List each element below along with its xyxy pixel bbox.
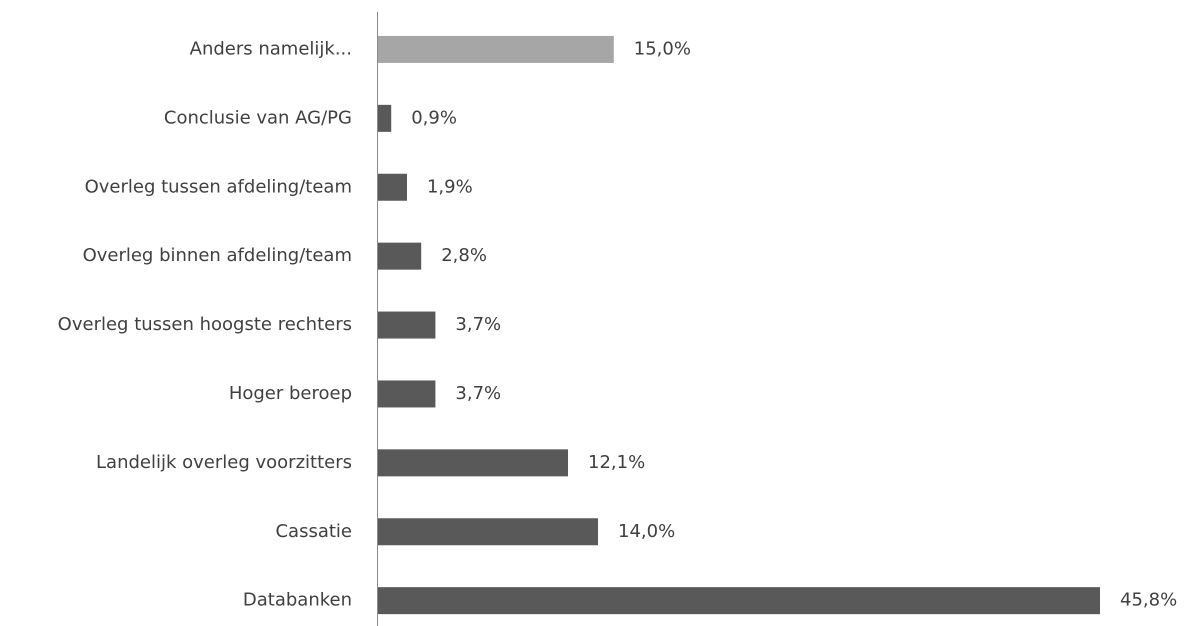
category-label: Cassatie (275, 521, 352, 542)
bar (378, 449, 569, 477)
value-label: 15,0% (634, 38, 691, 59)
bar (378, 587, 1100, 615)
category-label: Hoger beroep (229, 383, 352, 404)
bar (378, 518, 599, 546)
value-label: 12,1% (588, 452, 645, 473)
category-label: Overleg tussen afdeling/team (85, 176, 352, 197)
value-label: 3,7% (455, 314, 501, 335)
bar (378, 242, 422, 270)
bar (378, 173, 407, 201)
bar (378, 380, 436, 408)
value-label: 45,8% (1120, 590, 1177, 611)
bar (378, 311, 436, 339)
category-label: Overleg tussen hoogste rechters (58, 314, 352, 335)
bar (378, 104, 392, 132)
category-label: Landelijk overleg voorzitters (96, 452, 352, 473)
category-label: Databanken (243, 590, 352, 611)
category-label: Overleg binnen afdeling/team (83, 245, 352, 266)
bar (378, 35, 614, 63)
value-label: 14,0% (618, 521, 675, 542)
category-label: Conclusie van AG/PG (164, 107, 352, 128)
value-label: 3,7% (455, 383, 501, 404)
category-label: Anders namelijk... (190, 38, 352, 59)
value-label: 2,8% (441, 245, 487, 266)
value-label: 0,9% (411, 107, 457, 128)
value-label: 1,9% (427, 176, 473, 197)
